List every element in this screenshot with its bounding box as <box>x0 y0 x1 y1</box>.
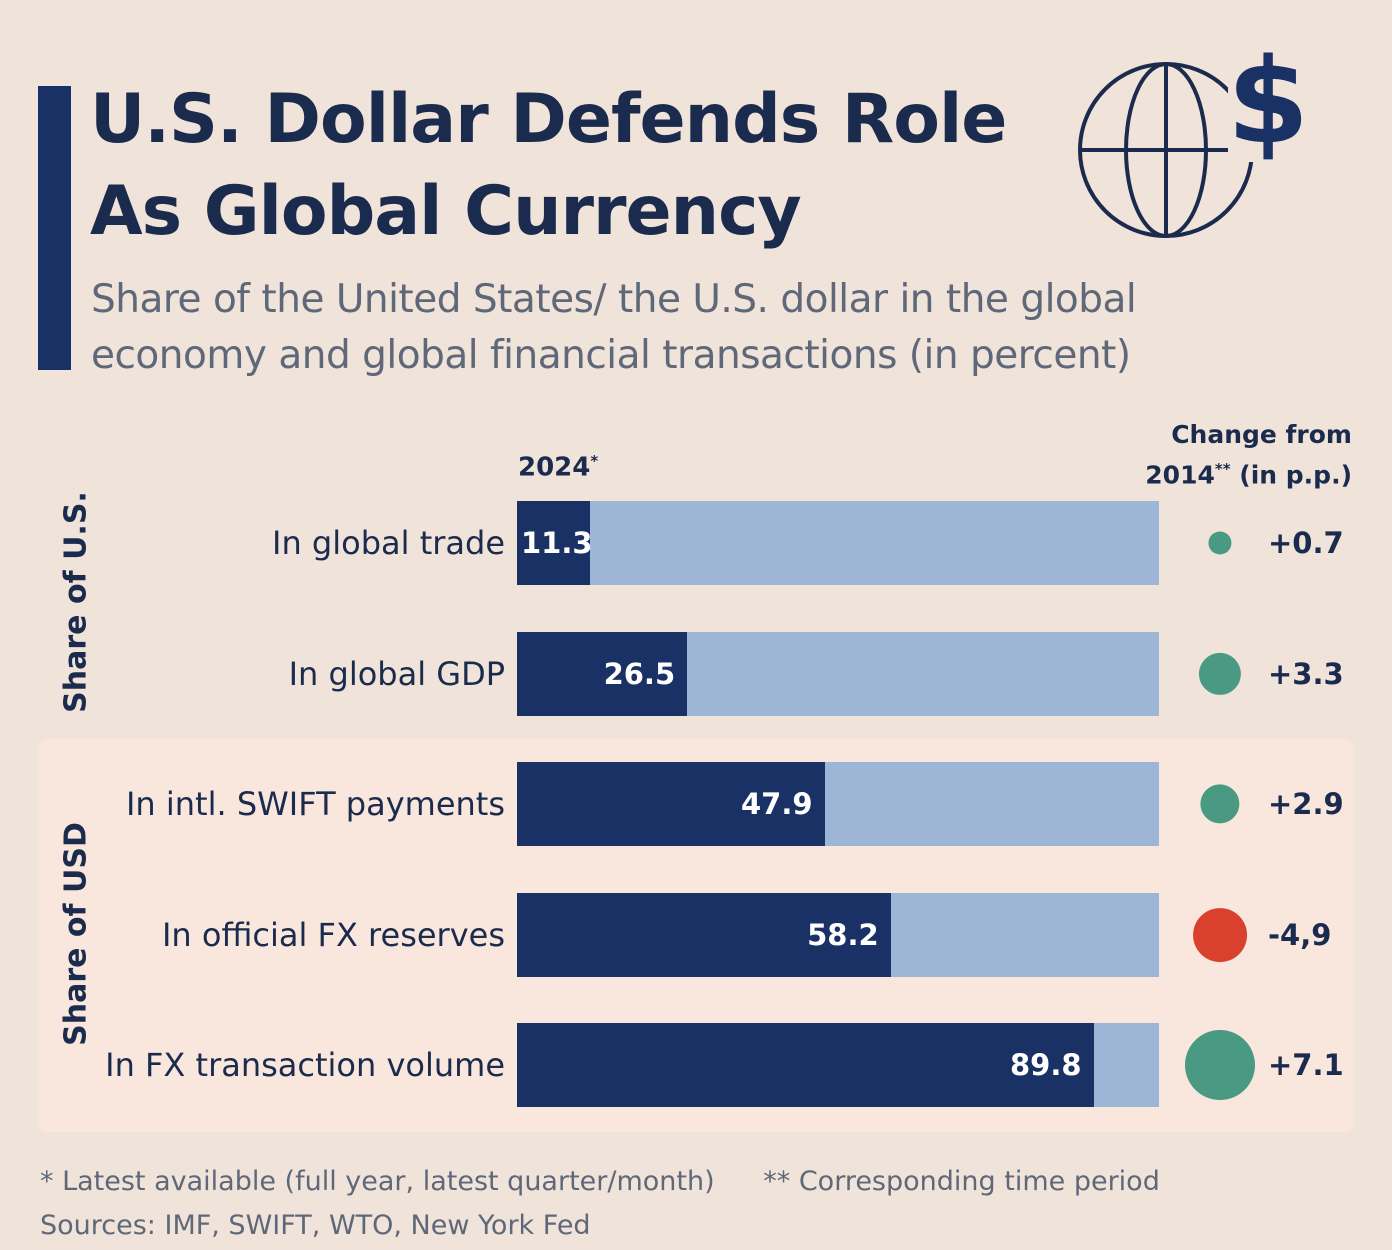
bar-value-label: 89.8 <box>1009 1048 1082 1082</box>
footnote-latest-available: * Latest available (full year, latest qu… <box>40 1166 715 1197</box>
svg-text:$: $ <box>1227 32 1309 170</box>
change-dot-positive <box>1200 784 1240 824</box>
bar-track: 89.8 <box>517 1023 1159 1107</box>
globe-dollar-icon: $ <box>1078 32 1310 238</box>
bar-track: 11.3 <box>517 501 1159 585</box>
change-value-label: +2.9 <box>1268 787 1344 821</box>
bar-value-label: 26.5 <box>603 657 676 691</box>
row-label: In global trade <box>272 524 505 562</box>
bar-track: 26.5 <box>517 632 1159 716</box>
change-dot-positive <box>1198 652 1242 696</box>
sources-note: Sources: IMF, SWIFT, WTO, New York Fed <box>40 1210 591 1241</box>
bar-fill <box>517 632 688 716</box>
bar-value-label: 47.9 <box>740 787 813 821</box>
value-column-header-text: 2024 <box>518 452 591 483</box>
change-column-header-line-1: Change from <box>1171 420 1352 449</box>
chart-title: U.S. Dollar Defends Role As Global Curre… <box>90 74 1007 258</box>
bar-fill <box>517 1023 1094 1107</box>
chart-subtitle-line-2: economy and global financial transaction… <box>91 333 1131 378</box>
footnotes: * Latest available (full year, latest qu… <box>40 1166 1200 1197</box>
bar-fill <box>517 893 891 977</box>
change-column-header: Change from 2014** (in p.p.) <box>1145 418 1352 492</box>
change-column-header-year: 2014 <box>1145 460 1215 490</box>
change-column-header-unit: (in p.p.) <box>1230 460 1352 490</box>
row-label: In global GDP <box>288 655 505 693</box>
change-dot-positive <box>1208 531 1232 555</box>
change-dot-negative <box>1193 908 1247 962</box>
change-column-header-mark: ** <box>1214 460 1231 478</box>
group-label-share-of-us: Share of U.S. <box>58 491 94 713</box>
chart-subtitle: Share of the United States/ the U.S. dol… <box>91 272 1137 384</box>
change-dot-positive <box>1185 1030 1255 1100</box>
chart-title-line-2: As Global Currency <box>90 172 802 251</box>
bar-fill <box>517 762 825 846</box>
group-label-share-of-usd: Share of USD <box>58 822 94 1046</box>
change-value-label: +3.3 <box>1268 657 1344 691</box>
change-value-label: +0.7 <box>1268 526 1344 560</box>
chart-title-line-1: U.S. Dollar Defends Role <box>90 80 1007 159</box>
value-column-header: 2024* <box>518 452 598 483</box>
bar-fill <box>517 501 590 585</box>
bar-value-label: 11.3 <box>521 526 593 560</box>
bar-value-label: 58.2 <box>807 918 879 952</box>
row-label: In intl. SWIFT payments <box>125 785 505 823</box>
title-accent-bar <box>38 86 71 370</box>
chart-subtitle-line-1: Share of the United States/ the U.S. dol… <box>91 277 1137 322</box>
change-column-header-line-2: 2014** (in p.p.) <box>1145 452 1352 492</box>
row-label: In official FX reserves <box>161 916 505 954</box>
change-value-label: -4,9 <box>1268 918 1332 952</box>
bar-track: 58.2 <box>517 893 1159 977</box>
change-value-label: +7.1 <box>1268 1048 1344 1082</box>
footnote-time-period: ** Corresponding time period <box>763 1166 1160 1197</box>
value-column-header-mark: * <box>590 452 599 470</box>
bar-track: 47.9 <box>517 762 1159 846</box>
row-label: In FX transaction volume <box>105 1046 505 1084</box>
